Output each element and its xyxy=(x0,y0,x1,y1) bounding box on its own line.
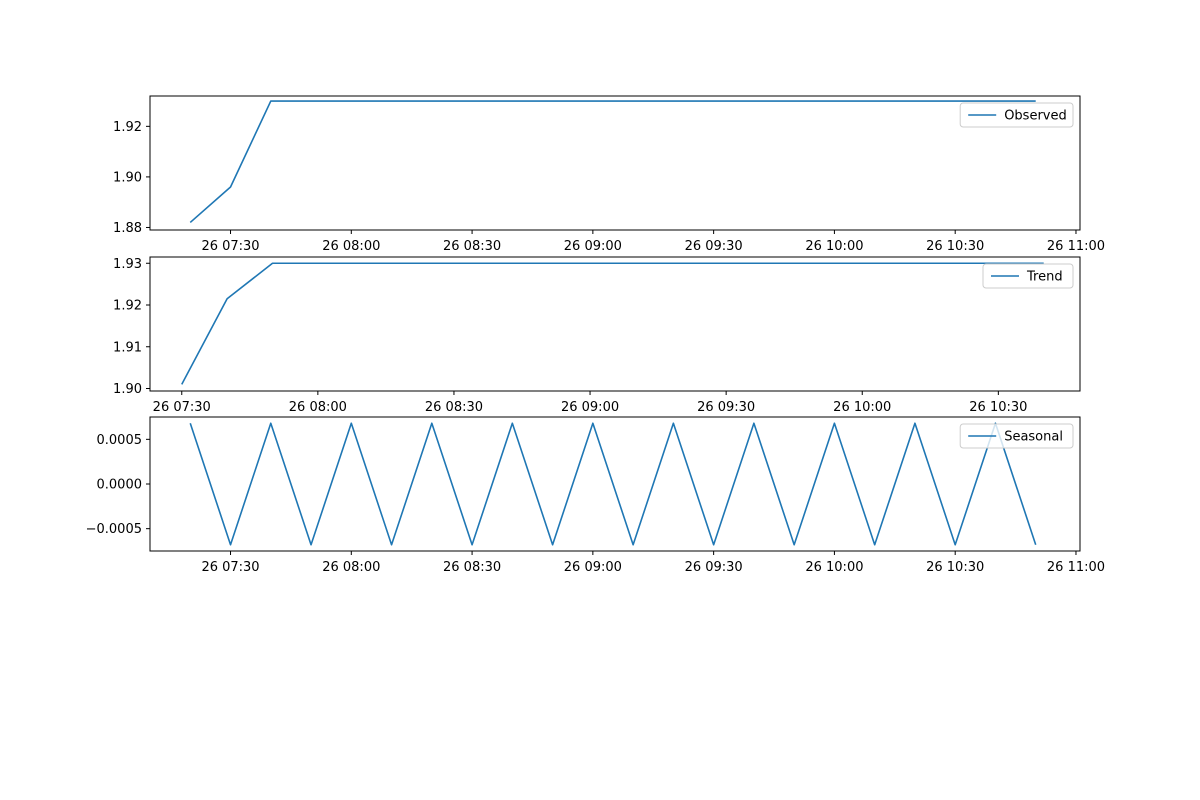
x-tick-label: 26 07:30 xyxy=(201,239,259,254)
legend: Observed xyxy=(959,102,1074,128)
panel-1: 26 07:30 26 08:00 26 08:30 26 09:00 26 09:30… xyxy=(113,256,1081,415)
panel-2: 26 07:30 26 08:00 26 08:30 26 09:00 26 09:30… xyxy=(86,416,1105,575)
x-tick-label: 26 08:00 xyxy=(322,239,380,254)
x-tick-label: 26 09:30 xyxy=(685,239,743,254)
series-line-seasonal xyxy=(189,422,1037,546)
x-tick-label: 26 10:30 xyxy=(969,400,1027,415)
series-line-trend xyxy=(181,262,1044,385)
legend: Trend xyxy=(982,263,1074,289)
x-tick-label: 26 09:00 xyxy=(564,239,622,254)
x-tick-label: 26 09:30 xyxy=(685,560,743,575)
x-tick-label: 26 08:00 xyxy=(289,400,347,415)
y-tick-label: 1.90 xyxy=(113,170,142,185)
x-tick-label: 26 10:00 xyxy=(833,400,891,415)
y-tick-label: −0.0005 xyxy=(86,522,142,537)
x-tick-label: 26 08:30 xyxy=(443,239,501,254)
legend: Seasonal xyxy=(959,423,1074,449)
x-tick-label: 26 09:00 xyxy=(561,400,619,415)
legend-box xyxy=(959,423,1074,449)
x-tick-label: 26 11:00 xyxy=(1047,239,1105,254)
y-tick-label: 1.88 xyxy=(113,221,142,236)
x-tick-label: 26 10:30 xyxy=(926,560,984,575)
x-tick-label: 26 10:00 xyxy=(805,239,863,254)
legend-label: Trend xyxy=(1026,270,1063,285)
x-tick-label: 26 07:30 xyxy=(153,400,211,415)
y-tick-label: 0.0000 xyxy=(97,478,143,493)
x-tick-label: 26 08:00 xyxy=(322,560,380,575)
x-tick-label: 26 07:30 xyxy=(201,560,259,575)
x-tick-label: 26 10:30 xyxy=(926,239,984,254)
y-tick-label: 1.92 xyxy=(113,120,142,135)
x-tick-label: 26 11:00 xyxy=(1047,560,1105,575)
x-tick-label: 26 08:30 xyxy=(425,400,483,415)
legend-label: Seasonal xyxy=(1004,430,1063,445)
series-line-observed xyxy=(189,100,1036,224)
legend-label: Observed xyxy=(1004,109,1067,124)
y-tick-label: 1.92 xyxy=(113,299,142,314)
axes-frame xyxy=(149,256,1081,392)
x-tick-label: 26 10:00 xyxy=(805,560,863,575)
x-tick-label: 26 08:30 xyxy=(443,560,501,575)
y-tick-label: 1.91 xyxy=(113,340,142,355)
x-tick-label: 26 09:30 xyxy=(697,400,755,415)
y-tick-label: 0.0005 xyxy=(97,433,143,448)
panel-0: 26 07:30 26 08:00 26 08:30 26 09:00 26 09:30… xyxy=(113,95,1105,254)
legend-box xyxy=(959,102,1074,128)
y-tick-label: 1.90 xyxy=(113,382,142,397)
axes-frame xyxy=(149,95,1081,231)
y-tick-label: 1.93 xyxy=(113,257,142,272)
x-tick-label: 26 09:00 xyxy=(564,560,622,575)
legend-box xyxy=(982,263,1074,289)
axes-frame xyxy=(149,416,1081,552)
